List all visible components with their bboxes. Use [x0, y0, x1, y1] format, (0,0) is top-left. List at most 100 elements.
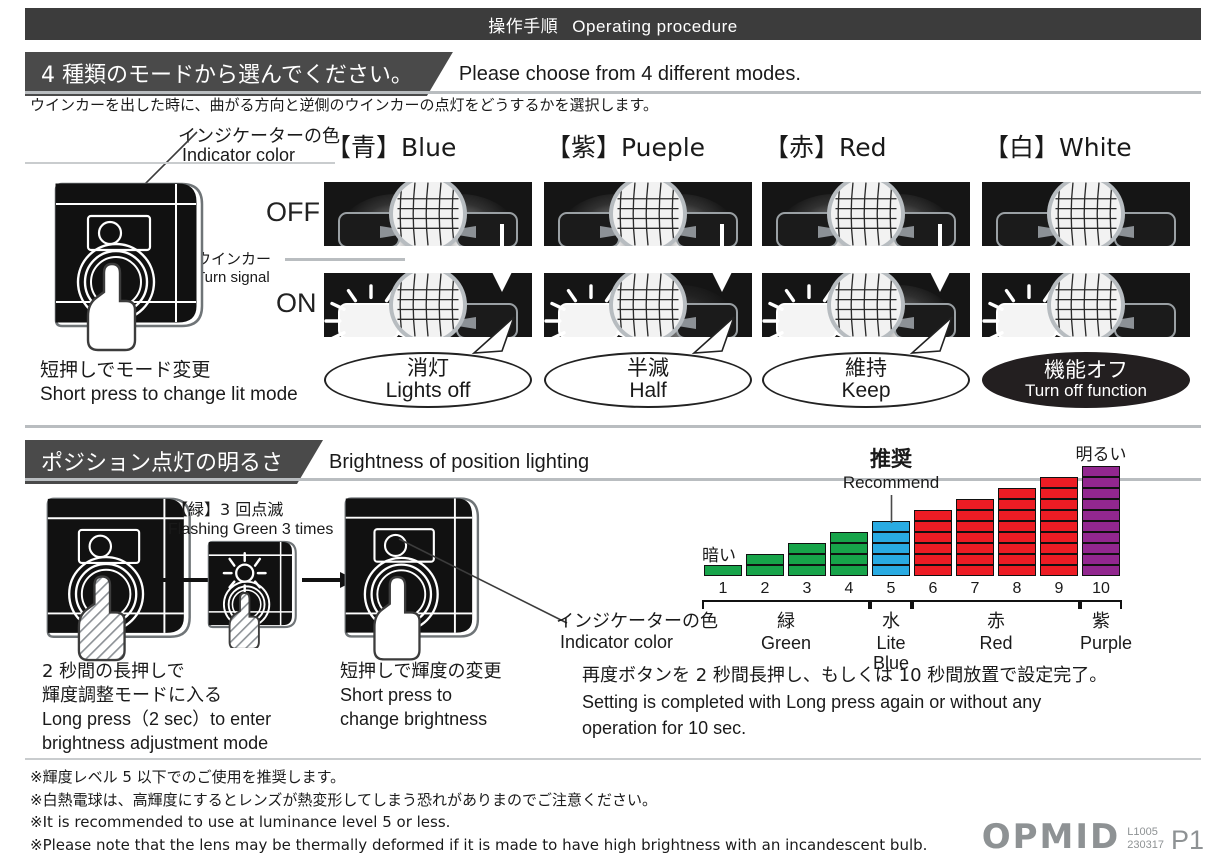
footnote-4: ※Please note that the lens may be therma…	[30, 835, 928, 854]
flash-note-en: Flashing Green 3 times	[168, 521, 334, 538]
bar-segment	[998, 521, 1036, 532]
down-arrow-icon	[712, 224, 732, 292]
bar-segment	[914, 565, 952, 576]
mode-result-en: Turn off function	[1025, 381, 1147, 401]
bar-segment	[998, 554, 1036, 565]
hand-cursor-icon	[86, 262, 137, 352]
mode-label-blue: 【青】Blue	[326, 133, 457, 162]
headlight	[389, 182, 467, 246]
footnote-list: ※輝度レベル 5 以下でのご使用を推奨します。 ※白熱電球は、高輝度にするとレンズ…	[30, 766, 927, 856]
step1-line2: 輝度調整モードに入る	[42, 685, 222, 706]
footnote-2: ※白熱電球は、高輝度にするとレンズが熱変形してしまう恐れがありまのでご注意くださ…	[30, 790, 657, 809]
headlight-grid-icon	[1055, 273, 1117, 337]
bar-level-3	[788, 543, 826, 576]
bar-level-6	[914, 510, 952, 576]
page-title-bar: 操作手順 Operating procedure	[25, 8, 1201, 40]
bar-segment	[956, 521, 994, 532]
bar-segment	[1082, 488, 1120, 499]
group-bracket-green	[702, 600, 870, 609]
bar-segment	[1040, 543, 1078, 554]
mode-result-en: Lights off	[385, 378, 471, 402]
bar-segment	[914, 532, 952, 543]
bar-segment	[998, 499, 1036, 510]
bar-label-4: 4	[844, 580, 854, 597]
mode-label-pueple: 【紫】Pueple	[546, 133, 706, 162]
step2-line3: change brightness	[340, 709, 488, 729]
button-unit-short-press	[54, 182, 204, 352]
hand-cursor-small-icon	[228, 592, 260, 648]
down-arrow-icon	[492, 224, 512, 292]
bar-segment	[998, 532, 1036, 543]
bar-segment	[788, 543, 826, 554]
doc-code-1: L1005	[1127, 826, 1158, 839]
group-label-purple: 紫 Purple	[1080, 611, 1133, 653]
bar-segment	[956, 510, 994, 521]
bar-segment	[1040, 477, 1078, 488]
bubble-tail	[691, 316, 735, 354]
down-arrow-icon	[930, 224, 950, 292]
step2-line2: Short press to	[340, 685, 453, 705]
bar-segment	[1082, 565, 1120, 576]
chart-annotation-bright: 明るい	[1075, 445, 1127, 465]
recommend-leader-line	[890, 495, 893, 523]
complete-line1: 再度ボタンを 2 秒間長押し、もしくは 10 秒間放置で設定完了。	[582, 665, 1108, 686]
mode-label-white: 【白】White	[984, 133, 1132, 162]
complete-line3: operation for 10 sec.	[582, 718, 747, 738]
group-label-red: 赤 Red	[979, 611, 1013, 653]
bar-level-8	[998, 488, 1036, 576]
page-title-jp: 操作手順	[488, 16, 559, 37]
bar-label-1: 1	[718, 580, 728, 597]
indicator-color-label2-en: Indicator color	[560, 632, 674, 652]
bar-segment	[998, 510, 1036, 521]
bar-segment	[914, 543, 952, 554]
footnote-1: ※輝度レベル 5 以下でのご使用を推奨します。	[30, 768, 346, 786]
step1-line3: Long press（2 sec）to enter	[42, 709, 272, 729]
bar-level-5	[872, 521, 910, 576]
section2-tag-jp: ポジション点灯の明るさ	[25, 440, 323, 484]
footer-logo: OPMID L1005 230317 P1	[982, 817, 1204, 857]
headlight	[1047, 182, 1125, 246]
headlight-grid-icon	[397, 182, 459, 246]
section2-tag-en: Brightness of position lighting	[329, 450, 590, 473]
lamp-panel-off-white	[980, 180, 1192, 248]
bar-segment	[1082, 477, 1120, 488]
bar-segment	[956, 565, 994, 576]
headlight-grid-icon	[835, 273, 897, 337]
group-label-green: 緑 Green	[760, 611, 812, 653]
hand-cursor-short-press-icon	[373, 575, 421, 661]
headlight-grid-icon	[1055, 182, 1117, 246]
indicator-color-label-en: Indicator color	[182, 145, 296, 165]
headlight	[389, 273, 467, 337]
bar-segment	[746, 565, 784, 576]
mode-label-red: 【赤】Red	[764, 133, 887, 162]
headlight-grid-icon	[835, 182, 897, 246]
group-bracket-lite-blue	[870, 600, 912, 609]
bar-segment	[1040, 554, 1078, 565]
bar-segment	[1040, 565, 1078, 576]
bar-segment	[1040, 521, 1078, 532]
bar-segment	[788, 565, 826, 576]
bar-segment	[872, 543, 910, 554]
bar-segment	[956, 499, 994, 510]
headlight	[827, 273, 905, 337]
bar-segment	[1082, 543, 1120, 554]
footnote-rule	[25, 758, 1201, 760]
bubble-tail	[471, 316, 515, 354]
mode-result-jp: 維持	[845, 355, 887, 380]
footnote-3: ※It is recommended to use at luminance l…	[30, 813, 451, 831]
bubble-tail	[909, 316, 953, 354]
mode-result-bubble-blue: 消灯 Lights off	[324, 352, 532, 408]
bar-segment	[830, 543, 868, 554]
group-label-lite-blue: 水 Lite Blue	[872, 611, 910, 674]
headlight	[609, 182, 687, 246]
page-number: P1	[1170, 825, 1204, 855]
section1-rule	[25, 91, 1201, 94]
bar-segment	[1040, 532, 1078, 543]
device-caption-en: Short press to change lit mode	[40, 384, 298, 405]
headlight	[1047, 273, 1125, 337]
mode-result-en: Keep	[841, 378, 891, 402]
bar-label-5: 5	[886, 580, 896, 597]
headlight	[609, 273, 687, 337]
bar-segment	[1040, 488, 1078, 499]
